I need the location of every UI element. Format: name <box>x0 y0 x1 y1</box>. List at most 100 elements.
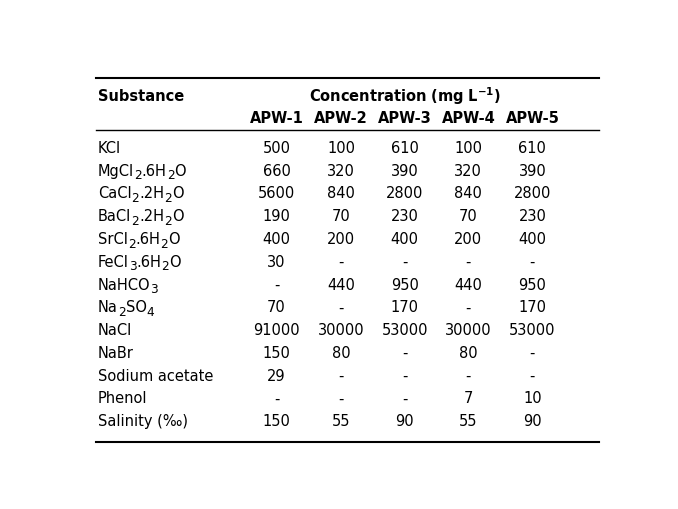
Text: APW-3: APW-3 <box>378 110 432 125</box>
Text: Phenol: Phenol <box>98 390 147 406</box>
Text: APW-5: APW-5 <box>506 110 559 125</box>
Text: 2: 2 <box>164 192 172 205</box>
Text: -: - <box>338 368 344 383</box>
Text: -: - <box>402 254 407 269</box>
Text: -: - <box>402 390 407 406</box>
Text: 80: 80 <box>332 345 351 360</box>
Text: 2: 2 <box>161 237 168 250</box>
Text: 200: 200 <box>454 232 482 246</box>
Text: 55: 55 <box>459 413 477 429</box>
Text: APW-4: APW-4 <box>441 110 495 125</box>
Text: CaCl: CaCl <box>98 186 132 201</box>
Text: 70: 70 <box>332 209 351 224</box>
Text: 2: 2 <box>132 192 139 205</box>
Text: 610: 610 <box>391 140 419 156</box>
Text: 200: 200 <box>327 232 355 246</box>
Text: 30: 30 <box>267 254 286 269</box>
Text: 100: 100 <box>454 140 482 156</box>
Text: 440: 440 <box>454 277 482 292</box>
Text: .2H: .2H <box>139 209 164 224</box>
Text: -: - <box>466 300 471 315</box>
Text: -: - <box>338 390 344 406</box>
Text: .6H: .6H <box>136 232 161 246</box>
Text: 440: 440 <box>327 277 355 292</box>
Text: NaBr: NaBr <box>98 345 134 360</box>
Text: 2800: 2800 <box>514 186 551 201</box>
Text: 2: 2 <box>131 214 139 228</box>
Text: 90: 90 <box>523 413 542 429</box>
Text: 150: 150 <box>262 413 290 429</box>
Text: -: - <box>402 345 407 360</box>
Text: 30000: 30000 <box>318 323 365 337</box>
Text: 70: 70 <box>267 300 286 315</box>
Text: 950: 950 <box>519 277 546 292</box>
Text: SrCl: SrCl <box>98 232 127 246</box>
Text: O: O <box>168 232 180 246</box>
Text: Sodium acetate: Sodium acetate <box>98 368 214 383</box>
Text: 80: 80 <box>459 345 477 360</box>
Text: -: - <box>466 368 471 383</box>
Text: 320: 320 <box>327 163 355 178</box>
Text: 390: 390 <box>519 163 546 178</box>
Text: 29: 29 <box>267 368 286 383</box>
Text: 230: 230 <box>519 209 546 224</box>
Text: 3: 3 <box>151 282 158 296</box>
Text: O: O <box>172 209 183 224</box>
Text: 150: 150 <box>262 345 290 360</box>
Text: 2: 2 <box>127 237 136 250</box>
Text: SO: SO <box>125 300 146 315</box>
Text: O: O <box>169 254 181 269</box>
Text: 70: 70 <box>459 209 478 224</box>
Text: O: O <box>174 163 186 178</box>
Text: 100: 100 <box>327 140 355 156</box>
Text: 10: 10 <box>523 390 542 406</box>
Text: -: - <box>338 300 344 315</box>
Text: KCl: KCl <box>98 140 121 156</box>
Text: FeCl: FeCl <box>98 254 129 269</box>
Text: 950: 950 <box>391 277 419 292</box>
Text: 2: 2 <box>118 305 125 319</box>
Text: -: - <box>274 277 279 292</box>
Text: .6H: .6H <box>136 254 161 269</box>
Text: 500: 500 <box>262 140 291 156</box>
Text: Salinity (‰): Salinity (‰) <box>98 413 188 429</box>
Text: 4: 4 <box>146 305 155 319</box>
Text: APW-2: APW-2 <box>315 110 368 125</box>
Text: 53000: 53000 <box>509 323 556 337</box>
Text: 53000: 53000 <box>382 323 428 337</box>
Text: 2: 2 <box>167 169 174 182</box>
Text: Na: Na <box>98 300 118 315</box>
Text: 2: 2 <box>164 214 172 228</box>
Text: 5600: 5600 <box>258 186 295 201</box>
Text: 2800: 2800 <box>386 186 424 201</box>
Text: 390: 390 <box>391 163 418 178</box>
Text: 190: 190 <box>262 209 290 224</box>
Text: -: - <box>530 254 535 269</box>
Text: 320: 320 <box>454 163 482 178</box>
Text: 400: 400 <box>391 232 419 246</box>
Text: 55: 55 <box>332 413 351 429</box>
Text: 2: 2 <box>134 169 142 182</box>
Text: -: - <box>530 368 535 383</box>
Text: .6H: .6H <box>142 163 167 178</box>
Text: APW-1: APW-1 <box>250 110 304 125</box>
Text: 840: 840 <box>454 186 482 201</box>
Text: 170: 170 <box>519 300 546 315</box>
Text: -: - <box>274 390 279 406</box>
Text: 2: 2 <box>161 260 169 273</box>
Text: 610: 610 <box>519 140 546 156</box>
Text: 90: 90 <box>395 413 414 429</box>
Text: 400: 400 <box>262 232 291 246</box>
Text: -: - <box>466 254 471 269</box>
Text: -: - <box>530 345 535 360</box>
Text: $\bf{Concentration\ (mg\ L^{-1})}$: $\bf{Concentration\ (mg\ L^{-1})}$ <box>309 86 500 107</box>
Text: NaHCO: NaHCO <box>98 277 151 292</box>
Text: 170: 170 <box>391 300 419 315</box>
Text: 91000: 91000 <box>253 323 300 337</box>
Text: 7: 7 <box>464 390 473 406</box>
Text: NaCl: NaCl <box>98 323 132 337</box>
Text: .2H: .2H <box>139 186 164 201</box>
Text: O: O <box>172 186 184 201</box>
Text: Substance: Substance <box>98 89 184 104</box>
Text: -: - <box>402 368 407 383</box>
